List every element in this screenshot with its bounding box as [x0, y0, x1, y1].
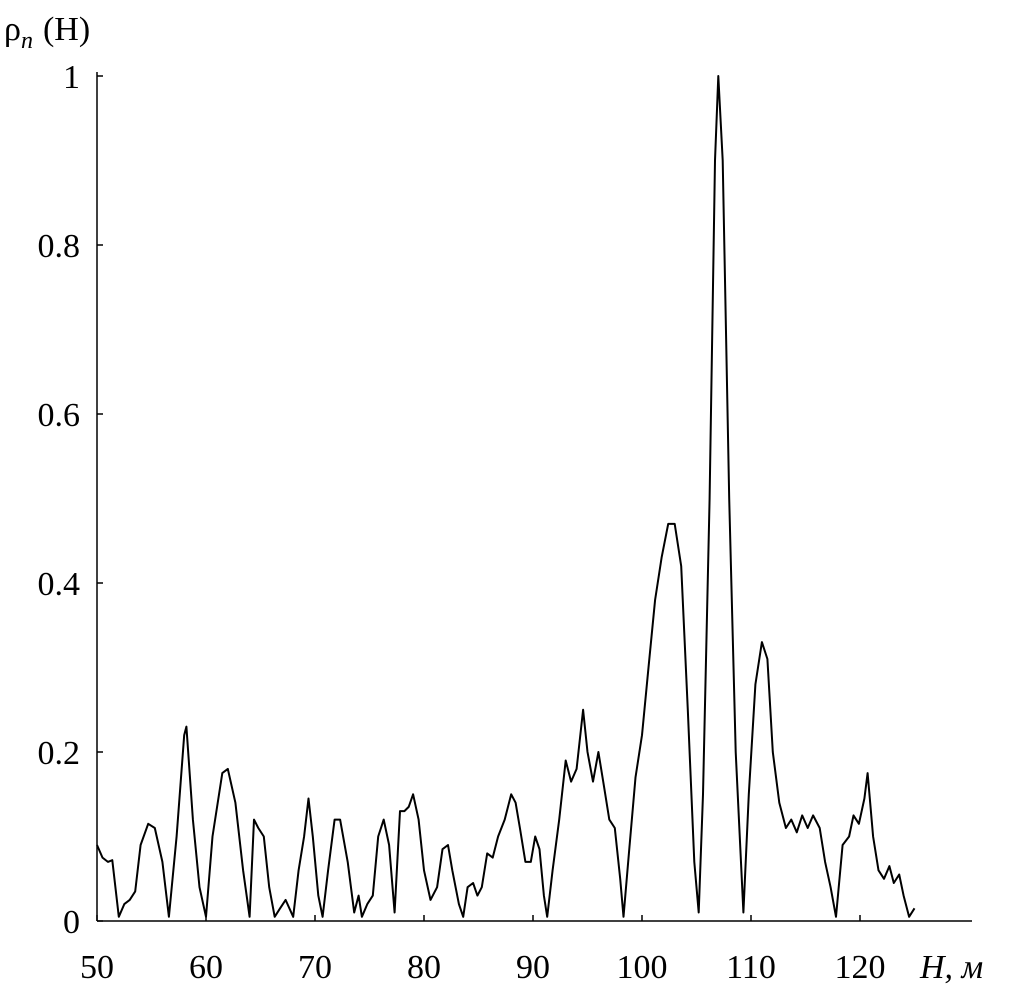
y-tick-label: 0 [63, 904, 80, 941]
y-axis-label: ρn (H) [4, 11, 90, 54]
data-line [96, 75, 916, 918]
x-tick-label: 90 [516, 949, 550, 986]
y-tick-label: 1 [63, 59, 80, 96]
x-tick-label: 60 [189, 949, 223, 986]
y-tick-label: 0.2 [38, 735, 81, 772]
y-label-symbol: ρ [4, 11, 21, 48]
y-label-subscript: n [21, 28, 33, 54]
x-tick-label: 100 [617, 949, 668, 986]
y-tick-label: 0.4 [38, 566, 81, 603]
y-tick-label: 0.6 [38, 397, 81, 434]
x-tick-label: 50 [80, 949, 114, 986]
x-axis-label: H, м [919, 949, 983, 986]
y-label-argument: (H) [43, 11, 90, 48]
x-tick-label: 80 [407, 949, 441, 986]
x-tick-label: 120 [835, 949, 886, 986]
y-tick-label: 0.8 [38, 228, 81, 265]
x-tick-label: 110 [726, 949, 776, 986]
x-tick-label: 70 [298, 949, 332, 986]
